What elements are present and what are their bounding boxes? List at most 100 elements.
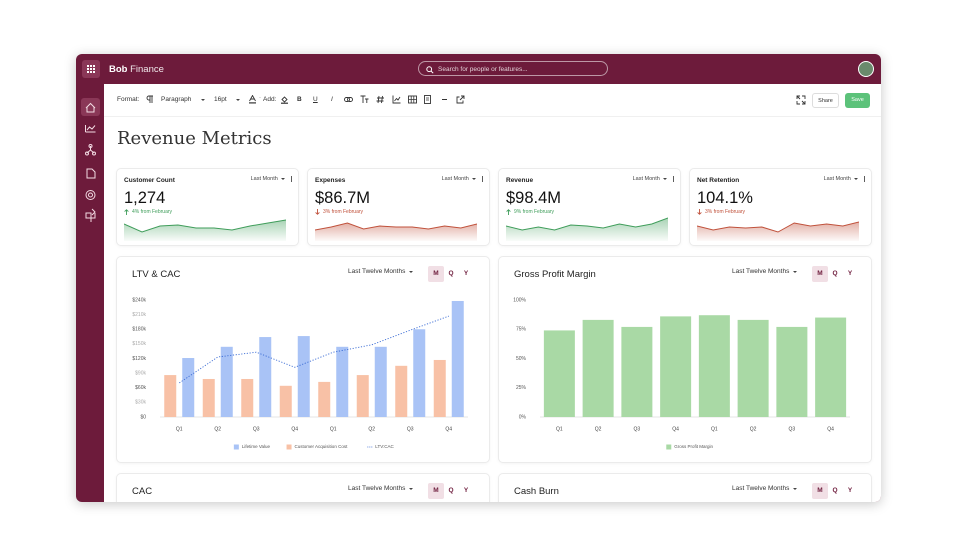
more-menu[interactable] [481,178,483,180]
line-series [179,315,449,384]
share-button[interactable]: Share [812,93,839,108]
sparkline [315,222,477,241]
y-tick-label: 75% [516,327,527,333]
period-dropdown[interactable]: Last Month [442,176,483,182]
period-button[interactable]: M [812,266,828,282]
period-label: Last Twelve Months [732,485,790,492]
expand-icon[interactable] [796,95,806,105]
chart-icon[interactable] [392,95,401,104]
home-icon[interactable] [85,102,96,113]
period-button[interactable]: Q [448,487,454,494]
period-label: Last Month [632,176,660,182]
period-dropdown[interactable]: Last Month [633,176,674,182]
kpi-card: Revenue Last Month $98.4M 9% from February [499,169,680,245]
content: Format: Paragraph 16pt · Add: B U I Shar… [104,84,881,502]
period-dropdown[interactable]: Last Twelve Months [732,485,798,492]
paragraph-icon[interactable] [146,95,154,104]
divider-icon[interactable] [440,95,449,104]
y-tick-label: $210k [132,312,146,318]
more-menu[interactable] [672,178,674,180]
link-icon[interactable] [344,95,353,104]
sparkline-line [124,219,286,233]
period-button[interactable]: Q [832,270,838,277]
period-label: Last Month [441,176,469,182]
save-label: Save [851,97,864,103]
save-button[interactable]: Save [845,93,870,108]
bar [698,315,730,417]
brand[interactable]: Bob Finance [109,64,164,75]
paragraph-select[interactable]: Paragraph [161,96,192,103]
period-dropdown[interactable]: Last Month [251,176,292,182]
chart-card: Cash Burn Last Twelve Months M Q Y [499,474,871,502]
apps-icon [87,65,95,73]
more-menu[interactable] [863,178,865,180]
caret [793,487,798,490]
x-tick-label: Q3 [634,426,641,432]
avatar[interactable] [858,61,874,77]
text-color-icon[interactable] [248,95,257,104]
x-tick-label: Q3 [253,426,260,432]
period-button[interactable]: Y [847,487,853,494]
apps-button[interactable] [82,60,100,78]
period-dropdown[interactable]: Last Twelve Months [348,268,414,275]
font-size-select[interactable]: 16pt [214,96,227,103]
period-button[interactable]: Q [448,270,454,277]
document-icon[interactable] [86,168,96,179]
number-icon[interactable] [376,95,385,104]
embed-icon[interactable] [456,95,465,104]
more-menu[interactable] [290,178,292,180]
period-button[interactable]: Y [463,270,469,277]
search-box[interactable]: Search for people or features... [418,61,608,76]
legend-label: Customer Acquisition Cost [295,444,349,449]
change-text: 9% from February [514,209,555,215]
underline-button[interactable]: U [313,96,318,103]
period-button[interactable]: M [428,266,444,282]
apps-icon-2[interactable] [85,208,96,222]
table-icon[interactable] [408,95,417,104]
period-button[interactable]: Y [847,270,853,277]
bar [374,346,387,417]
kpi-value: $86.7M [315,189,371,207]
change-text: 3% from February [705,209,746,215]
bar [543,330,575,417]
legend-swatch [286,444,292,450]
caret [662,178,667,180]
italic-button[interactable]: I [331,96,333,103]
bold-button[interactable]: B [297,96,302,103]
bar [582,319,614,417]
bar [259,337,272,417]
period-button[interactable]: M [812,483,828,499]
period-label: Last Month [823,176,851,182]
analytics-icon[interactable] [85,125,96,133]
fill-icon[interactable] [280,95,289,104]
period-dropdown[interactable]: Last Twelve Months [348,485,414,492]
y-tick-label: $120k [132,356,146,362]
target-icon[interactable] [85,190,96,200]
caret [409,487,414,490]
caret [471,178,476,180]
kpi-card: Net Retention Last Month 104.1% 3% from Feb… [690,169,871,245]
brand-name: Bob [109,64,128,75]
bar [413,329,426,417]
y-tick-label: $150k [132,341,146,347]
caret [201,99,205,101]
period-button[interactable]: Y [463,487,469,494]
period-dropdown[interactable]: Last Month [824,176,865,182]
arrow [697,209,702,215]
period-button[interactable]: Q [832,487,838,494]
period-label: Last Twelve Months [348,485,406,492]
caret [409,270,414,273]
period-label: Last Twelve Months [348,268,406,275]
x-tick-label: Q1 [176,426,183,432]
y-tick-label: $0 [140,414,146,420]
x-tick-label: Q1 [330,426,337,432]
period-button[interactable]: M [428,483,444,499]
text-style-icon[interactable] [360,95,369,104]
bar [182,358,195,417]
page-icon[interactable] [423,95,432,104]
period-dropdown[interactable]: Last Twelve Months [732,268,798,275]
trend-arrow [697,209,702,215]
bar [220,346,233,417]
caret [236,99,240,101]
